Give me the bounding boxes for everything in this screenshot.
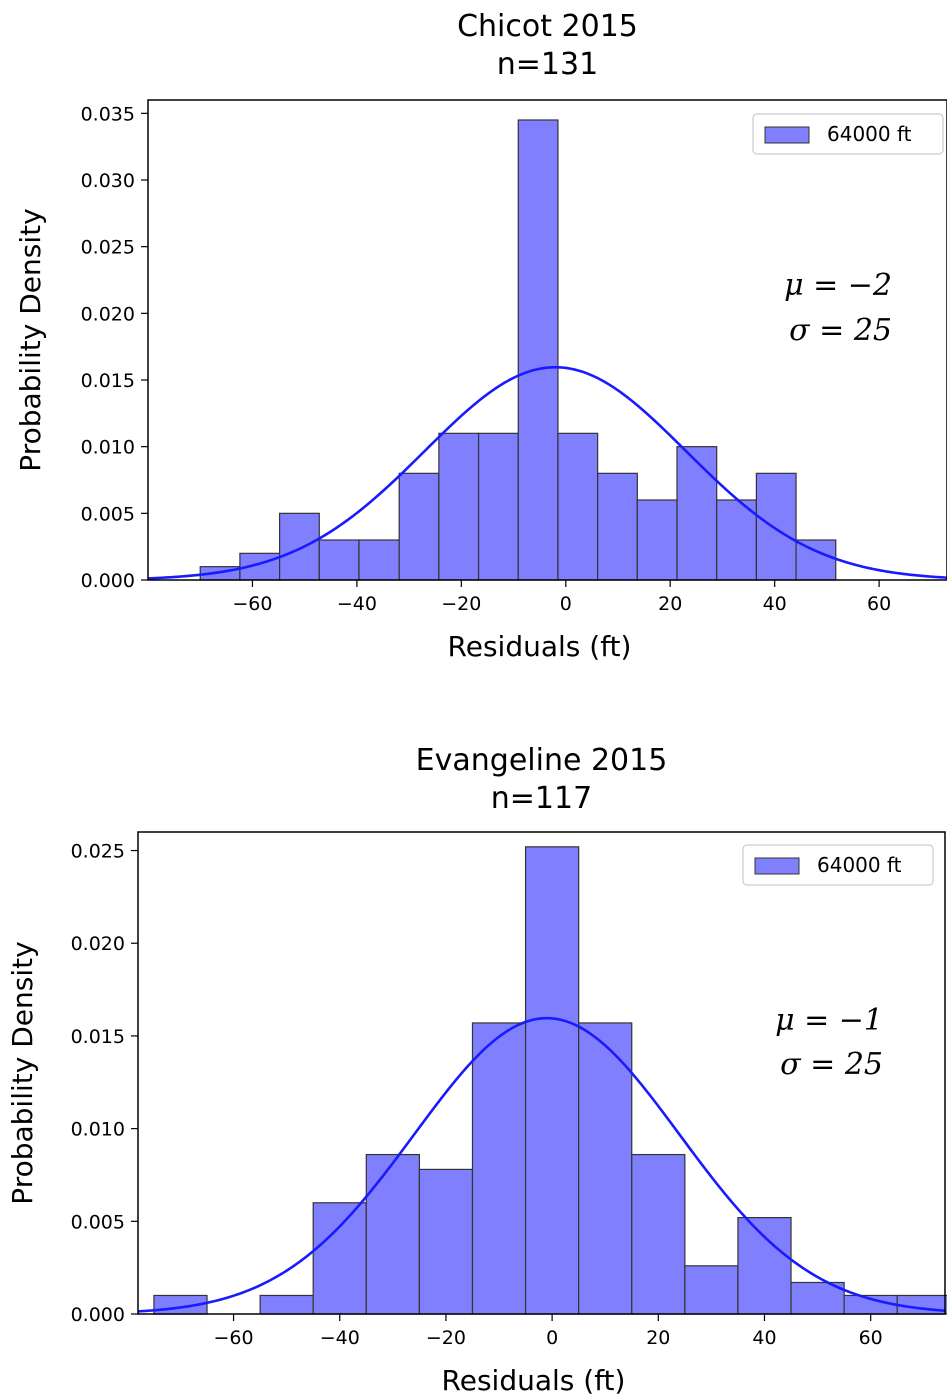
x-axis-label: Residuals (ft) xyxy=(442,1364,626,1397)
chart-subtitle: n=131 xyxy=(497,47,598,82)
histogram-bar xyxy=(471,1022,527,1315)
x-tick-label: −40 xyxy=(320,1327,360,1349)
y-tick-label: 0.000 xyxy=(81,570,135,592)
histogram-bar xyxy=(795,539,837,581)
plot-frame xyxy=(137,831,946,1315)
x-axis-label: Residuals (ft) xyxy=(448,630,632,663)
sigma-annotation: σ = 25 xyxy=(780,1047,883,1082)
y-tick-label: 0.020 xyxy=(81,303,135,325)
histogram-bar xyxy=(318,539,360,581)
histogram-bar xyxy=(636,499,678,581)
y-tick-label: 0.025 xyxy=(81,237,135,259)
histogram-bar xyxy=(790,1281,845,1315)
y-tick-label: 0.015 xyxy=(81,370,135,392)
legend-box xyxy=(752,113,944,155)
y-tick-label: 0.025 xyxy=(71,841,125,863)
histogram-bar xyxy=(597,472,638,581)
x-tick-label: 0 xyxy=(560,593,572,615)
chart-subtitle: n=117 xyxy=(491,781,592,816)
histogram-bar xyxy=(279,512,320,581)
histogram-bar xyxy=(578,1022,633,1315)
legend-label: 64000 ft xyxy=(817,853,902,877)
histogram-bar xyxy=(684,1265,739,1315)
x-tick-label: −60 xyxy=(232,593,272,615)
plot-frame xyxy=(147,99,947,581)
sigma-annotation: σ = 25 xyxy=(789,313,892,348)
histogram-bar xyxy=(438,432,480,581)
y-tick-label: 0.030 xyxy=(81,170,135,192)
normal-fit-curve xyxy=(137,1016,946,1313)
legend: 64000 ft xyxy=(742,844,934,886)
x-tick-label: −20 xyxy=(441,593,481,615)
histogram-bar xyxy=(557,432,599,581)
y-tick-label: 0.000 xyxy=(71,1304,125,1326)
histogram-bar xyxy=(755,472,797,581)
y-tick-label: 0.015 xyxy=(71,1026,125,1048)
y-tick-label: 0.010 xyxy=(81,437,135,459)
x-tick-label: 60 xyxy=(859,1327,883,1349)
histogram-bar xyxy=(737,1216,792,1315)
y-axis-label: Probability Density xyxy=(14,208,47,471)
histogram-bars xyxy=(199,119,837,581)
histogram-bar xyxy=(398,472,440,581)
histogram-bar xyxy=(477,432,519,581)
histogram-bar xyxy=(676,446,718,581)
x-tick-label: −20 xyxy=(426,1327,466,1349)
legend: 64000 ft xyxy=(752,113,944,155)
histogram-bar xyxy=(312,1202,367,1315)
y-tick-label: 0.035 xyxy=(81,103,135,125)
x-tick-label: 40 xyxy=(763,593,787,615)
y-axis-label: Probability Density xyxy=(6,941,39,1204)
histogram-bar xyxy=(524,846,580,1315)
histogram-bar xyxy=(358,539,400,581)
x-tick-label: 20 xyxy=(646,1327,670,1349)
histogram-bar xyxy=(631,1153,686,1315)
y-tick-label: 0.005 xyxy=(81,503,135,525)
x-tick-label: 40 xyxy=(752,1327,776,1349)
y-tick-label: 0.005 xyxy=(71,1211,125,1233)
histogram-bar xyxy=(418,1168,474,1315)
chart-title: Chicot 2015 xyxy=(457,9,638,44)
legend-box xyxy=(742,844,934,886)
legend-swatch xyxy=(764,126,810,144)
x-tick-label: 0 xyxy=(546,1327,558,1349)
y-tick-label: 0.020 xyxy=(71,933,125,955)
x-tick-label: −40 xyxy=(337,593,377,615)
x-tick-label: 60 xyxy=(867,593,891,615)
histogram-bars xyxy=(153,846,947,1315)
histogram-bar xyxy=(259,1294,314,1315)
normal-fit-curve xyxy=(147,365,947,580)
x-tick-label: 20 xyxy=(658,593,682,615)
legend-label: 64000 ft xyxy=(827,122,912,146)
histogram-bar xyxy=(517,119,559,581)
y-tick-label: 0.010 xyxy=(71,1119,125,1141)
x-tick-label: −60 xyxy=(214,1327,254,1349)
mu-annotation: μ = −2 xyxy=(784,268,892,303)
mu-annotation: μ = −1 xyxy=(775,1003,883,1038)
histogram-bar xyxy=(365,1153,420,1315)
legend-swatch xyxy=(754,857,800,875)
chart-title: Evangeline 2015 xyxy=(416,743,668,778)
